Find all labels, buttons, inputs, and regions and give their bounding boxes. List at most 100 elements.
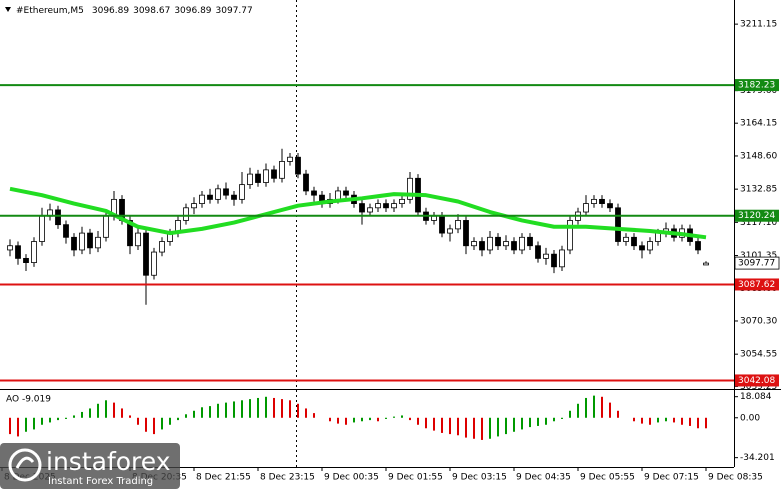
candle-body [335,190,341,200]
ao-y-tick-label: 18.084 [740,392,772,402]
level-label: 3042.08 [738,376,775,386]
candle-body [599,198,605,204]
candle-body [239,184,245,200]
candle-body [263,169,269,183]
candle-body [447,228,453,234]
level-label: 3182.23 [738,81,775,91]
level-label: 3087.62 [738,280,775,290]
y-tick-label: 3101.35 [740,251,777,261]
y-tick-label: 3164.15 [740,119,777,129]
candle-body [431,215,437,221]
candle-body [7,245,13,251]
candle-body [367,207,373,213]
candle-body [503,241,509,247]
last-close: 3097.77 [216,6,253,16]
candle-body [455,220,461,230]
ao-y-tick-label: -34.201 [740,453,775,463]
candle-body [135,232,141,247]
candle-body [623,236,629,242]
level-label: 3120.24 [738,211,775,221]
price-label-box [734,256,780,270]
watermark-logo-swoosh [15,456,35,469]
candle-body [215,188,221,200]
watermark-brand: instaforex [46,447,171,476]
level-label-box [735,79,779,92]
last-high: 3098.67 [133,6,170,16]
candle-body [255,173,261,183]
candle-body [407,177,413,200]
candle-body [511,241,517,251]
candle-body [583,203,589,213]
candle-body [231,194,237,200]
x-tick-label: 9 Dec 04:35 [516,473,571,483]
candle-body [535,245,541,259]
candle-body [551,253,557,268]
candle-body [39,215,45,242]
x-tick-label: 9 Dec 08:35 [708,473,763,483]
candle-body [343,190,349,196]
level-label-box [735,209,779,222]
candle-body [63,224,69,238]
candle-body [23,257,29,264]
candle-body [527,236,533,247]
candle-body [607,203,613,209]
candle-body [647,241,653,251]
candle-body [103,215,109,238]
candle-body [559,249,565,268]
candle-body [271,169,277,179]
y-tick-label: 3132.85 [740,185,777,195]
candle-body [303,173,309,192]
candle-body [439,215,445,234]
y-tick-label: 3179.60 [740,86,777,96]
y-tick-label: 3070.30 [740,316,777,326]
candle-body [183,207,189,221]
candle-body [695,241,701,251]
candle-body [31,241,37,264]
symbol-title: #Ethereum,M5 [16,6,84,16]
candle-body [55,209,61,226]
candle-body [399,198,405,204]
candle-body [159,241,165,253]
candle-body [383,203,389,209]
ao-y-tick-label: 0.00 [740,413,760,423]
candle-body [471,241,477,247]
candle-body [287,156,293,162]
x-tick-label: 9 Dec 07:15 [644,473,699,483]
candle-body [479,241,485,251]
last-open: 3096.89 [92,6,129,16]
candle-body [151,251,157,276]
candle-body [223,188,229,196]
price-panel [0,84,734,382]
last-low: 3096.89 [174,6,211,16]
candle-body [567,220,573,251]
candle-body [487,236,493,251]
candle-body [375,203,381,209]
x-tick-label: 8 Dec 21:55 [196,473,251,483]
ao-panel [9,395,707,440]
y-tick-label: 3039.25 [740,382,777,392]
candle-body [295,156,301,175]
candle-body [639,245,645,251]
candle-body [391,203,397,209]
candle-body [207,194,213,200]
candle-body [87,232,93,249]
candle-body [15,245,21,259]
x-tick-label: 8 Dec 23:15 [260,473,315,483]
watermark-bg [0,443,180,489]
menu-arrow [5,7,11,12]
candle-body [143,232,149,276]
candle-body [543,253,549,259]
ao-title: AO -9.019 [6,395,51,405]
candle-body [615,207,621,242]
y-tick-label: 3148.60 [740,151,777,161]
moving-average [9,186,707,240]
watermark-logo [8,448,42,482]
candle-body [79,232,85,251]
candle-body [95,236,101,249]
candle-body [359,203,365,213]
candle-body [127,220,133,247]
candle-body [631,236,637,247]
